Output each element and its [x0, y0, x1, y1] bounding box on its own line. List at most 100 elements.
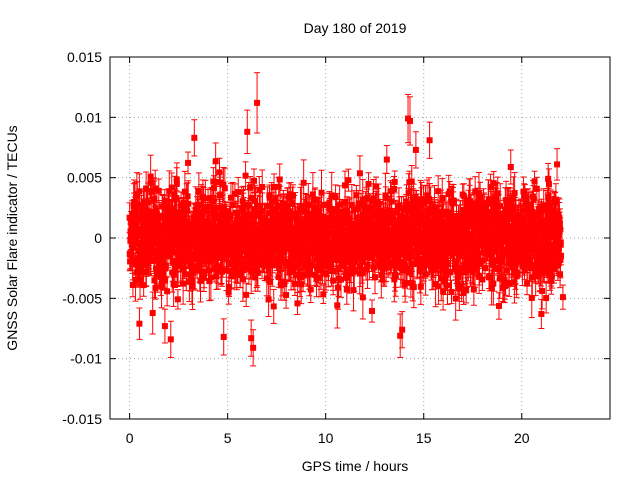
data-point: [149, 310, 156, 317]
data-point: [319, 262, 326, 269]
data-point: [269, 206, 276, 213]
data-point: [194, 202, 201, 209]
data-point: [189, 283, 196, 290]
data-point: [172, 249, 179, 256]
data-point: [286, 208, 293, 215]
data-point: [151, 196, 158, 203]
data-point: [248, 268, 255, 275]
data-point: [334, 302, 341, 309]
data-point: [178, 222, 185, 229]
data-point: [350, 206, 357, 213]
data-point: [313, 225, 320, 232]
data-point: [152, 284, 159, 291]
data-point: [302, 208, 309, 215]
data-point: [298, 281, 305, 288]
data-point: [288, 259, 295, 266]
data-point: [286, 240, 293, 247]
data-point: [359, 294, 366, 301]
data-point: [150, 220, 157, 227]
data-series: [126, 72, 566, 367]
data-point: [356, 170, 363, 177]
data-point: [199, 248, 206, 255]
data-point: [137, 276, 144, 283]
data-point: [300, 179, 307, 186]
data-point: [335, 284, 342, 291]
data-point: [258, 227, 265, 234]
data-point: [281, 281, 288, 288]
data-point: [250, 177, 257, 184]
data-point: [243, 291, 250, 298]
data-point: [140, 282, 147, 289]
data-point: [161, 197, 168, 204]
data-point: [252, 274, 259, 281]
data-point: [216, 169, 223, 176]
data-point: [246, 218, 253, 225]
data-point: [286, 194, 293, 201]
data-point: [170, 271, 177, 278]
data-point: [287, 217, 294, 224]
data-point: [221, 185, 228, 192]
data-point: [210, 185, 217, 192]
data-point: [225, 251, 232, 258]
data-point: [344, 274, 351, 281]
data-point: [226, 283, 233, 290]
data-point: [257, 211, 264, 218]
data-point: [206, 267, 213, 274]
data-point: [196, 267, 203, 274]
data-point: [254, 269, 261, 276]
data-point: [227, 194, 234, 201]
data-point: [345, 177, 352, 184]
data-point: [364, 230, 371, 237]
data-point: [367, 247, 374, 254]
data-point: [353, 192, 360, 199]
data-point: [290, 254, 297, 261]
data-point: [145, 218, 152, 225]
data-point: [365, 180, 372, 187]
data-point: [307, 286, 314, 293]
data-point: [327, 252, 334, 259]
data-point: [278, 218, 285, 225]
data-point: [185, 159, 192, 166]
data-point: [296, 218, 303, 225]
data-point: [153, 210, 160, 217]
data-point: [129, 282, 136, 289]
data-point: [303, 256, 310, 263]
data-point: [251, 239, 258, 246]
data-point: [173, 180, 180, 187]
data-point: [320, 291, 327, 298]
data-point: [317, 265, 324, 272]
data-point: [247, 184, 254, 191]
data-point: [291, 280, 298, 287]
data-point: [248, 214, 255, 221]
data-point: [301, 242, 308, 249]
data-point: [151, 277, 158, 284]
data-point: [132, 276, 139, 283]
data-point: [363, 195, 370, 202]
data-point: [152, 185, 159, 192]
data-point: [162, 277, 169, 284]
data-point: [359, 196, 366, 203]
data-point: [307, 246, 314, 253]
data-point: [192, 264, 199, 271]
data-point: [305, 215, 312, 222]
data-point: [270, 184, 277, 191]
data-point: [267, 257, 274, 264]
data-point: [212, 179, 219, 186]
data-point: [354, 225, 361, 232]
data-point: [169, 245, 176, 252]
data-point: [312, 204, 319, 211]
data-point: [294, 300, 301, 307]
data-point: [147, 257, 154, 264]
data-point: [364, 262, 371, 269]
data-point: [190, 214, 197, 221]
data-point: [132, 199, 139, 206]
data-point: [369, 308, 376, 315]
data-point: [337, 276, 344, 283]
data-point: [277, 282, 284, 289]
data-point: [174, 233, 181, 240]
data-point: [155, 187, 162, 194]
data-point: [339, 212, 346, 219]
data-point: [335, 228, 342, 235]
data-point: [166, 188, 173, 195]
